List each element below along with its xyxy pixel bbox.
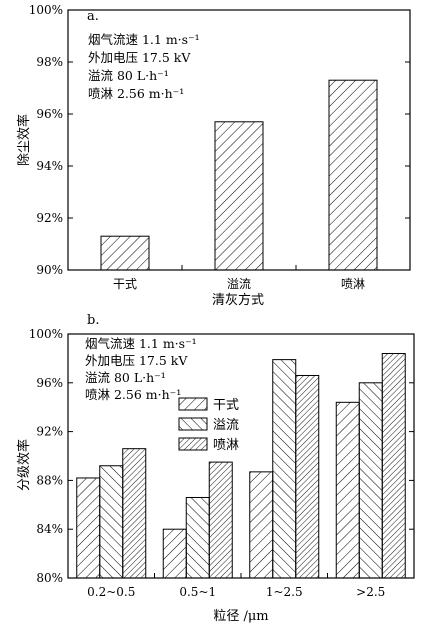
annotation-b-voltage: 外加电压 17.5 kV [85, 353, 188, 368]
chart-panel-a: 干式 溢流 喷淋 90% 92% 94% 96% 98% 100% a. 烟气流速 1.1 m·… [16, 3, 411, 308]
legend-label-spray: 喷淋 [213, 438, 239, 453]
y-tick-label: 90% [36, 263, 63, 277]
panel-label-a: a. [87, 9, 99, 24]
annotation-b-flow: 烟气流速 1.1 m·s⁻¹ [85, 336, 197, 351]
bar-25-0 [335, 401, 360, 579]
legend-b: 干式 溢流 喷淋 [178, 397, 239, 453]
y-tick-label: 96% [36, 107, 63, 121]
annotation-a-overflow: 溢流 80 L·h⁻¹ [88, 68, 169, 83]
panel-label-b: b. [87, 313, 99, 328]
x-tick-label: 干式 [113, 277, 137, 291]
legend-swatch-overflow [178, 417, 208, 431]
y-axis-label-b: 分级效率 [16, 439, 32, 491]
x-tick-label: 0.2~0.5 [87, 585, 135, 599]
x-tick-label: 喷淋 [341, 277, 365, 291]
bar-0205-0 [76, 477, 101, 579]
bar--0 [328, 79, 378, 271]
y-tick-label: 80% [36, 571, 63, 585]
bar-25-1 [358, 382, 383, 579]
y-tick-label: 92% [36, 211, 63, 225]
annotation-a-voltage: 外加电压 17.5 kV [88, 50, 191, 65]
chart-panel-b: 0.2~0.5 0.5~1 1~2.5 >2.5 80% 84% 88% 92% 96% 100%… [16, 313, 415, 624]
plot-area-a: 干式 溢流 喷淋 90% 92% 94% 96% 98% 100% [29, 3, 411, 291]
plot-frame [67, 333, 415, 579]
y-tick-label: 98% [36, 55, 63, 69]
y-tick-label: 96% [36, 376, 63, 390]
y-tick-label: 100% [29, 3, 63, 17]
bar-051-2 [208, 461, 233, 579]
y-tick-label: 88% [36, 473, 63, 487]
legend-label-dry: 干式 [213, 398, 239, 413]
annotation-a-spray: 喷淋 2.56 m·h⁻¹ [88, 86, 184, 101]
annotation-b-spray: 喷淋 2.56 m·h⁻¹ [85, 387, 181, 402]
x-tick-label: 0.5~1 [179, 585, 216, 599]
bar-25-2 [381, 353, 406, 579]
y-axis-label-a: 除尘效率 [16, 114, 32, 166]
x-axis-label-b: 粒径 /μm [213, 609, 268, 624]
annotation-block-b: 烟气流速 1.1 m·s⁻¹ 外加电压 17.5 kV 溢流 80 L·h⁻¹ … [85, 336, 197, 402]
x-tick-label: 1~2.5 [266, 585, 303, 599]
annotation-b-overflow: 溢流 80 L·h⁻¹ [85, 370, 166, 385]
x-tick-label: >2.5 [356, 585, 385, 599]
y-tick-label: 100% [29, 327, 63, 341]
bar-125-2 [295, 374, 320, 579]
bar--0 [214, 121, 264, 271]
x-axis-label-a: 清灰方式 [212, 292, 264, 308]
legend-swatch-dry [178, 397, 208, 411]
x-tick-label: 溢流 [227, 277, 251, 291]
plot-area-b: 0.2~0.5 0.5~1 1~2.5 >2.5 80% 84% 88% 92% 96% 100% [29, 327, 415, 599]
y-tick-label: 84% [36, 522, 63, 536]
legend-label-overflow: 溢流 [213, 418, 239, 433]
bar-0205-2 [122, 448, 147, 579]
y-tick-label: 94% [36, 159, 63, 173]
bar-051-0 [162, 528, 187, 579]
plot-frame [67, 9, 411, 271]
bar-125-0 [249, 471, 274, 579]
bar-0205-1 [99, 465, 124, 579]
y-tick-label: 92% [36, 425, 63, 439]
annotation-block-a: 烟气流速 1.1 m·s⁻¹ 外加电压 17.5 kV 溢流 80 L·h⁻¹ … [88, 32, 200, 101]
annotation-a-flow: 烟气流速 1.1 m·s⁻¹ [88, 32, 200, 47]
legend-swatch-spray [178, 437, 208, 451]
bar-051-1 [185, 496, 210, 579]
bar-125-1 [272, 359, 297, 579]
bar--0 [100, 235, 150, 271]
